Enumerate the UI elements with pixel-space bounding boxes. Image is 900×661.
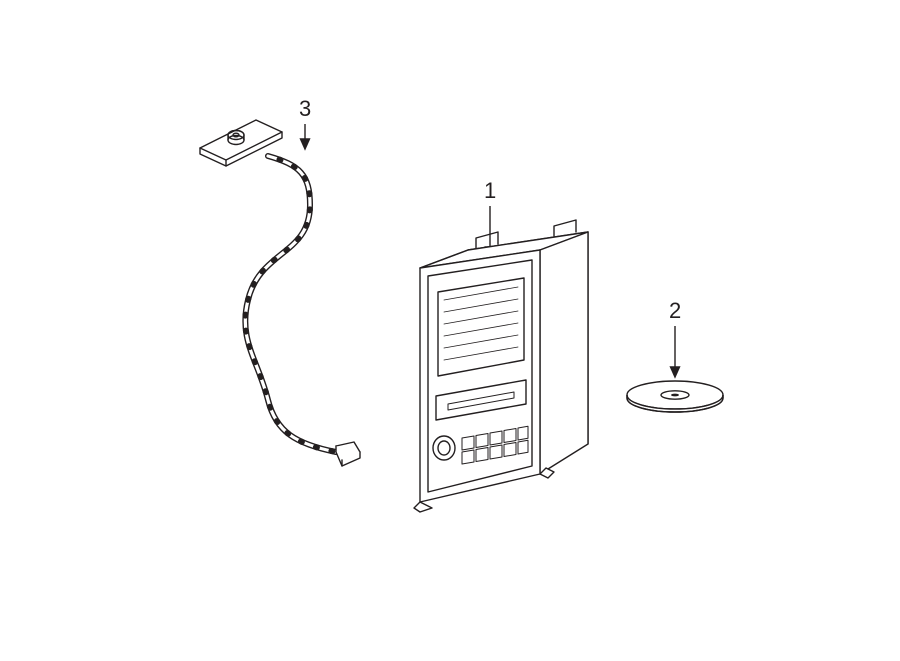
callout-label-3: 3 [299,96,311,122]
callout-label-1: 1 [484,178,496,204]
head-unit-display [438,278,524,376]
head-unit-side-panel [540,232,588,474]
parts-diagram-canvas: 1 2 3 [0,0,900,661]
diagram-svg [0,0,900,661]
gps-antenna-cable [245,156,336,452]
map-disc [627,381,723,412]
gps-antenna-assembly [200,120,360,466]
gps-cable-connector [336,442,360,466]
navigation-head-unit [414,220,588,512]
volume-knob [433,436,455,460]
callout-label-2: 2 [669,298,681,324]
